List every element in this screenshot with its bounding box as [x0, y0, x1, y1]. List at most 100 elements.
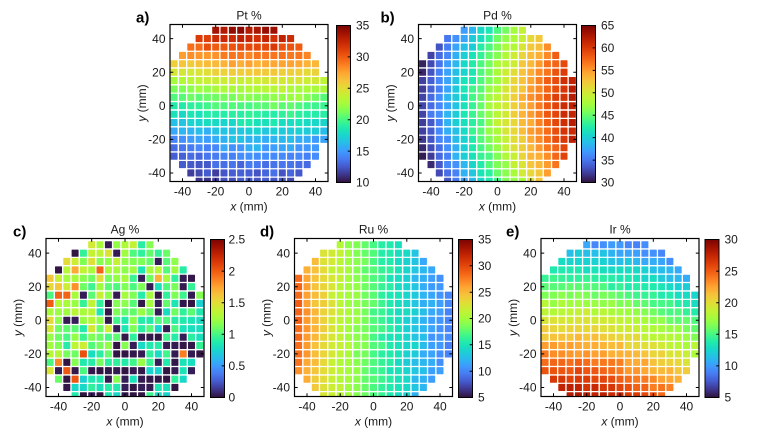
- svg-text:0: 0: [35, 314, 42, 328]
- svg-text:c): c): [13, 224, 26, 241]
- svg-text:20: 20: [152, 400, 166, 414]
- svg-text:15: 15: [725, 328, 739, 342]
- svg-text:40: 40: [277, 246, 291, 260]
- svg-text:40: 40: [523, 246, 537, 260]
- svg-text:-40: -40: [50, 400, 68, 414]
- svg-text:Pd %: Pd %: [483, 9, 512, 23]
- svg-text:y (mm): y (mm): [384, 84, 398, 122]
- svg-text:10: 10: [725, 359, 739, 373]
- svg-text:40: 40: [152, 32, 166, 46]
- svg-text:1.5: 1.5: [229, 296, 246, 310]
- svg-text:-40: -40: [545, 400, 563, 414]
- svg-text:b): b): [381, 10, 395, 27]
- svg-text:0: 0: [494, 185, 501, 199]
- svg-text:20: 20: [277, 280, 291, 294]
- svg-text:-40: -40: [422, 185, 440, 199]
- svg-text:35: 35: [601, 153, 615, 167]
- svg-text:Ru %: Ru %: [359, 223, 389, 237]
- svg-text:-40: -40: [397, 166, 415, 180]
- svg-text:10: 10: [478, 364, 492, 378]
- svg-text:Pt %: Pt %: [236, 9, 262, 23]
- svg-text:-20: -20: [578, 400, 596, 414]
- svg-text:5: 5: [478, 391, 485, 405]
- svg-text:40: 40: [309, 185, 323, 199]
- svg-text:-20: -20: [24, 347, 42, 361]
- svg-text:-20: -20: [519, 347, 537, 361]
- svg-text:20: 20: [356, 113, 370, 127]
- svg-text:y (mm): y (mm): [135, 84, 149, 122]
- svg-text:0: 0: [246, 185, 253, 199]
- svg-text:50: 50: [601, 86, 615, 100]
- svg-text:15: 15: [356, 144, 370, 158]
- svg-text:30: 30: [601, 176, 615, 190]
- svg-text:40: 40: [680, 400, 694, 414]
- svg-text:-20: -20: [332, 400, 350, 414]
- svg-text:x (mm): x (mm): [354, 415, 392, 429]
- svg-text:2: 2: [229, 264, 236, 278]
- svg-text:y (mm): y (mm): [260, 299, 274, 337]
- svg-text:40: 40: [28, 246, 42, 260]
- svg-text:-20: -20: [273, 347, 291, 361]
- svg-text:-40: -40: [273, 381, 291, 395]
- svg-text:35: 35: [478, 233, 492, 247]
- svg-text:45: 45: [601, 108, 615, 122]
- svg-text:25: 25: [478, 285, 492, 299]
- svg-text:30: 30: [356, 50, 370, 64]
- svg-text:20: 20: [523, 280, 537, 294]
- svg-text:-20: -20: [456, 185, 474, 199]
- svg-text:65: 65: [601, 19, 615, 33]
- svg-text:x (mm): x (mm): [600, 415, 638, 429]
- svg-text:0: 0: [407, 99, 414, 113]
- svg-text:x (mm): x (mm): [478, 200, 516, 214]
- svg-text:20: 20: [478, 312, 492, 326]
- svg-text:-20: -20: [207, 185, 225, 199]
- svg-text:-40: -40: [148, 166, 166, 180]
- svg-text:-20: -20: [148, 133, 166, 147]
- svg-text:30: 30: [725, 233, 739, 247]
- svg-text:2.5: 2.5: [229, 233, 246, 247]
- svg-text:0: 0: [229, 391, 236, 405]
- svg-text:30: 30: [478, 259, 492, 273]
- svg-text:60: 60: [601, 41, 615, 55]
- svg-text:-40: -40: [24, 381, 42, 395]
- svg-text:40: 40: [185, 400, 199, 414]
- svg-text:15: 15: [478, 338, 492, 352]
- svg-text:-40: -40: [174, 185, 192, 199]
- svg-text:20: 20: [725, 296, 739, 310]
- svg-text:y (mm): y (mm): [506, 299, 520, 337]
- svg-text:x (mm): x (mm): [105, 415, 143, 429]
- svg-text:Ag %: Ag %: [111, 223, 140, 237]
- svg-text:0: 0: [530, 314, 537, 328]
- svg-text:20: 20: [524, 185, 538, 199]
- svg-text:a): a): [136, 10, 149, 27]
- svg-text:40: 40: [601, 131, 615, 145]
- svg-text:0: 0: [370, 400, 377, 414]
- svg-text:20: 20: [152, 65, 166, 79]
- svg-text:0: 0: [617, 400, 624, 414]
- svg-text:-20: -20: [83, 400, 101, 414]
- svg-text:e): e): [506, 224, 519, 241]
- svg-text:40: 40: [557, 185, 571, 199]
- svg-text:y (mm): y (mm): [11, 299, 25, 337]
- svg-text:-40: -40: [298, 400, 316, 414]
- svg-text:10: 10: [356, 176, 370, 190]
- svg-text:d): d): [260, 224, 274, 241]
- svg-text:5: 5: [725, 391, 732, 405]
- svg-text:0: 0: [283, 314, 290, 328]
- svg-text:0: 0: [159, 99, 166, 113]
- svg-text:35: 35: [356, 19, 370, 33]
- svg-text:Ir %: Ir %: [609, 223, 631, 237]
- svg-text:1: 1: [229, 328, 236, 342]
- svg-text:40: 40: [401, 32, 415, 46]
- svg-text:0: 0: [122, 400, 129, 414]
- svg-text:-40: -40: [519, 381, 537, 395]
- svg-text:20: 20: [401, 65, 415, 79]
- svg-text:25: 25: [725, 264, 739, 278]
- svg-text:x (mm): x (mm): [229, 200, 267, 214]
- svg-text:0.5: 0.5: [229, 359, 246, 373]
- svg-text:20: 20: [28, 280, 42, 294]
- svg-text:20: 20: [400, 400, 414, 414]
- svg-text:55: 55: [601, 64, 615, 78]
- svg-text:40: 40: [433, 400, 447, 414]
- svg-text:20: 20: [647, 400, 661, 414]
